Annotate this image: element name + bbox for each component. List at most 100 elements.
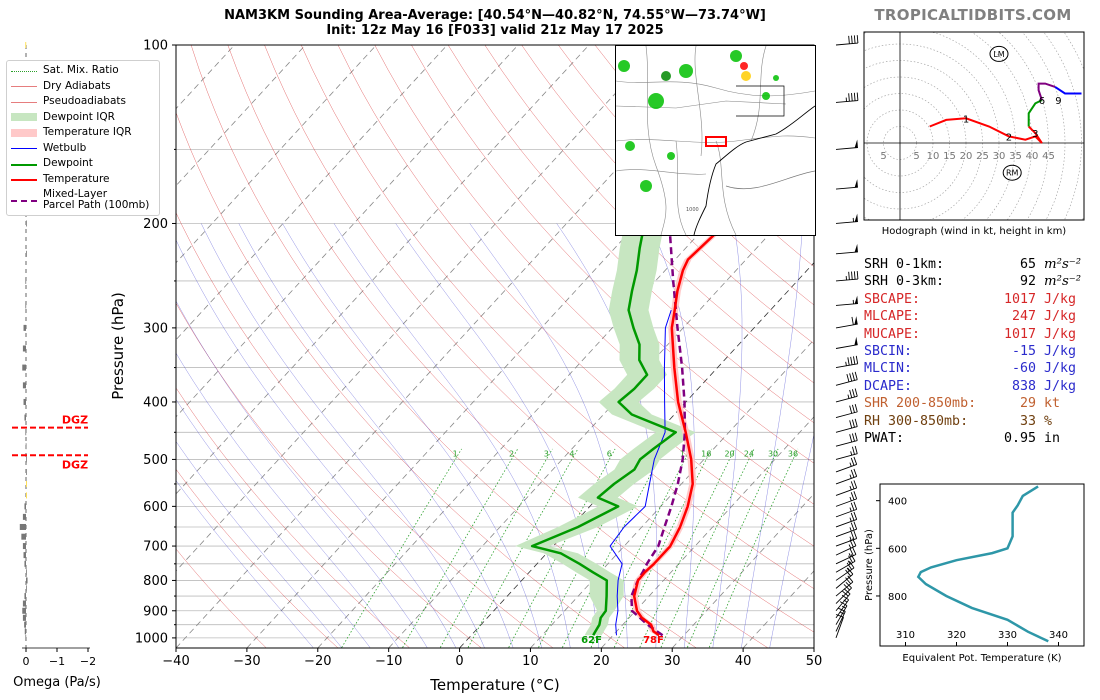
wind-barb — [835, 139, 858, 150]
wind-barb-full — [851, 35, 853, 44]
wind-barb-half — [849, 462, 852, 467]
legend-label: Dewpoint — [43, 157, 93, 169]
wind-barb-staff — [835, 186, 858, 190]
hodograph-height-label: 2 — [1006, 132, 1012, 143]
omega-bar — [24, 414, 26, 421]
omega-bar — [23, 324, 26, 331]
wind-barb-full — [850, 554, 856, 562]
wind-barb-staff — [835, 411, 858, 419]
wind-barb-half — [849, 536, 852, 541]
stat-value: 1017 — [1003, 291, 1036, 307]
wind-barb-staff — [835, 567, 855, 581]
wind-barb — [835, 521, 858, 538]
wind-barb-full — [849, 373, 853, 382]
stat-value-group: 838 J/kg — [990, 378, 1088, 395]
wind-barb-staff — [835, 528, 857, 538]
wind-barb — [835, 511, 858, 528]
dry-adiabat — [176, 111, 626, 648]
wind-barb-staff — [835, 221, 858, 224]
wind-barb-staff — [835, 440, 858, 447]
x-tick-label: 40 — [735, 654, 752, 669]
wind-barb-full — [854, 371, 858, 380]
legend-item: Wetbulb — [11, 142, 86, 154]
wind-barb-staff — [835, 573, 854, 589]
wind-barb-flag — [854, 139, 858, 148]
theta-e-y-tick-label: 800 — [888, 592, 907, 603]
x-tick-label: −40 — [162, 654, 189, 669]
legend-item: Pseudoadiabats — [11, 96, 126, 107]
wind-barb — [835, 581, 852, 604]
wind-barb-full — [846, 374, 850, 382]
legend-item: Dry Adiabats — [11, 80, 111, 92]
omega-x-axis-label: Omega (Pa/s) — [13, 675, 101, 690]
wind-barb — [835, 92, 859, 103]
wind-barb-full — [849, 539, 854, 548]
wind-barb-staff — [835, 617, 844, 639]
hodograph-ring-label: 20 — [960, 151, 973, 162]
wind-barb-full — [853, 530, 858, 539]
omega-bar — [24, 628, 26, 635]
theta-e-frame — [879, 483, 1085, 647]
isotherm-line — [176, 45, 590, 495]
hodograph-ring-label: 15 — [943, 151, 956, 162]
wind-barb-staff — [835, 560, 856, 573]
wind-barb-half — [850, 451, 853, 456]
dgz-label: DGZ — [62, 414, 88, 427]
map-boundary — [616, 169, 707, 175]
stats-panel: SRH 0-1km: 65 m²s⁻² SRH 0-3km: 92 m²s⁻² SBCAPE… — [864, 256, 1088, 447]
theta-e-x-axis-label: Equivalent Pot. Temperature (K) — [902, 653, 1061, 664]
surface-dewpoint-label: 62F — [581, 635, 602, 646]
legend-swatch — [11, 128, 37, 137]
storm-motion-label: RM — [1006, 169, 1019, 178]
wind-barb-full — [843, 588, 851, 595]
wind-barb — [835, 538, 857, 556]
mixing-ratio-label: 3 — [544, 449, 549, 458]
wind-barb — [835, 567, 854, 589]
wind-barb-full — [848, 93, 850, 102]
wind-barb-full — [849, 434, 853, 443]
stat-label: SRH 0-3km: — [864, 274, 945, 290]
wind-barb-full — [841, 594, 849, 601]
legend-item: Mixed-Layer Parcel Path (100mb) — [11, 189, 149, 211]
wind-barb-half — [841, 605, 846, 609]
mixing-ratio-line — [708, 448, 799, 648]
map-contour-label: 1000 — [686, 207, 699, 213]
dry-adiabat — [176, 548, 267, 648]
dry-adiabat — [300, 45, 814, 589]
wind-barb-flag — [854, 295, 858, 304]
wind-barb-full — [853, 456, 858, 465]
wind-barb-full — [854, 388, 858, 397]
wind-barb — [835, 445, 858, 460]
omega-bar — [24, 503, 26, 510]
wind-barb-staff — [835, 464, 857, 473]
pseudoadiabat — [176, 441, 343, 648]
pseudoadiabat — [333, 223, 571, 648]
mixing-ratio-line — [401, 448, 519, 648]
mixing-ratio-line — [340, 448, 462, 648]
wind-barb-flag — [854, 179, 858, 188]
map-boundary — [715, 140, 737, 235]
map-boundary — [616, 135, 815, 143]
omega-bar — [24, 560, 26, 567]
hodograph-height-label: 6 — [1039, 96, 1045, 107]
legend-label: Dewpoint IQR — [43, 110, 115, 123]
stat-row: SBCAPE: 1017 J/kg — [864, 291, 1088, 308]
dry-adiabat — [176, 212, 554, 648]
wind-barb-full — [851, 433, 855, 442]
wind-barb-half — [849, 507, 852, 512]
stat-row: SRH 0-3km: 92 m²s⁻² — [864, 273, 1088, 290]
pseudoadiabat — [176, 480, 314, 648]
mixing-ratio-line — [660, 448, 755, 648]
pseudoadiabat — [176, 300, 428, 648]
hodograph-ring-label: 5 — [913, 151, 919, 162]
wind-barb-staff — [835, 147, 858, 150]
wind-barb — [835, 418, 858, 433]
stat-unit: J/kg — [1044, 361, 1077, 377]
wind-barb-full — [854, 432, 858, 441]
wind-barb-flag — [854, 316, 858, 325]
map-boundary — [616, 80, 815, 97]
legend-label: Sat. Mix. Ratio — [43, 64, 119, 76]
wind-barb-staff — [835, 508, 857, 518]
stat-label: SBCIN: — [864, 344, 913, 360]
wind-barb-staff — [835, 554, 857, 565]
